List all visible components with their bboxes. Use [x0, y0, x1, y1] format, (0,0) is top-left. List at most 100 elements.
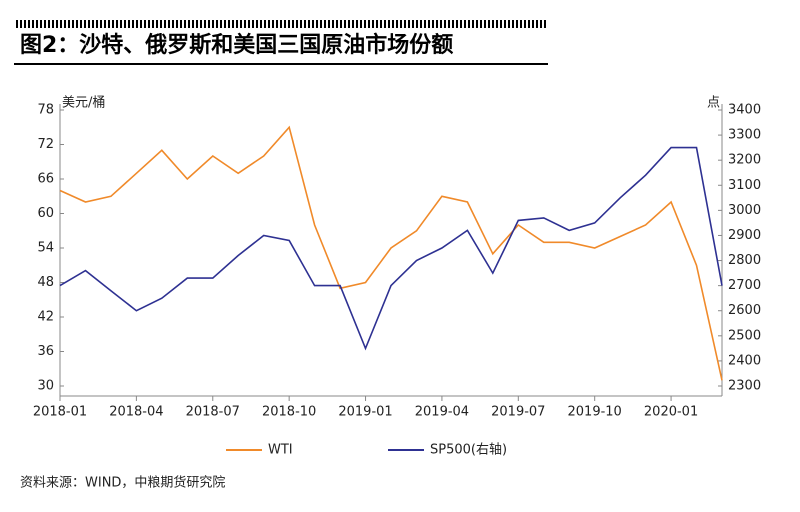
y2-tick-label: 3400: [728, 103, 761, 118]
x-tick-label: 2019-10: [568, 405, 622, 420]
stripe: [520, 20, 522, 28]
stripe: [364, 20, 366, 28]
stripe: [312, 20, 314, 28]
stripe: [88, 20, 90, 28]
y-tick-label: 30: [37, 379, 54, 394]
stripe: [372, 20, 374, 28]
stripe: [116, 20, 118, 28]
stripe: [40, 20, 42, 28]
stripe: [424, 20, 426, 28]
y-tick-label: 60: [37, 206, 54, 221]
stripe: [380, 20, 382, 28]
stripe: [428, 20, 430, 28]
y-axis-label: 美元/桶: [62, 96, 105, 111]
stripe: [388, 20, 390, 28]
stripe: [156, 20, 158, 28]
stripe: [488, 20, 490, 28]
stripe: [328, 20, 330, 28]
y-tick-label: 36: [37, 344, 54, 359]
stripe: [240, 20, 242, 28]
stripe: [56, 20, 58, 28]
stripe: [508, 20, 510, 28]
stripe: [180, 20, 182, 28]
stripe: [300, 20, 302, 28]
stripe: [140, 20, 142, 28]
stripe: [468, 20, 470, 28]
stripe: [152, 20, 154, 28]
stripe: [280, 20, 282, 28]
stripe: [264, 20, 266, 28]
chart-title: 图2：沙特、俄罗斯和美国三国原油市场份额: [20, 32, 453, 58]
stripe: [168, 20, 170, 28]
stripe: [28, 20, 30, 28]
stripe: [528, 20, 530, 28]
stripe: [332, 20, 334, 28]
stripe: [448, 20, 450, 28]
stripe: [408, 20, 410, 28]
stripe: [132, 20, 134, 28]
stripe: [384, 20, 386, 28]
stripe: [476, 20, 478, 28]
stripe: [84, 20, 86, 28]
x-tick-label: 2018-01: [33, 405, 87, 420]
y2-tick-label: 2700: [728, 278, 761, 293]
y2-tick-label: 2300: [728, 379, 761, 394]
stripe: [196, 20, 198, 28]
stripe: [504, 20, 506, 28]
stripe: [352, 20, 354, 28]
x-tick-label: 2019-01: [338, 405, 392, 420]
stripe: [20, 20, 22, 28]
stripe: [440, 20, 442, 28]
stripe: [232, 20, 234, 28]
stripe: [320, 20, 322, 28]
stripe: [296, 20, 298, 28]
x-tick-label: 2018-10: [262, 405, 316, 420]
stripe: [536, 20, 538, 28]
stripe: [480, 20, 482, 28]
y2-tick-label: 3000: [728, 203, 761, 218]
stripe: [340, 20, 342, 28]
x-tick-label: 2018-04: [109, 405, 163, 420]
stripe: [80, 20, 82, 28]
stripe: [368, 20, 370, 28]
stripe: [348, 20, 350, 28]
stripe: [496, 20, 498, 28]
stripe: [412, 20, 414, 28]
stripe: [308, 20, 310, 28]
stripe: [396, 20, 398, 28]
stripe: [164, 20, 166, 28]
stripe: [292, 20, 294, 28]
stripe: [544, 20, 546, 28]
stripe: [148, 20, 150, 28]
y2-tick-label: 2400: [728, 353, 761, 368]
legend-label: SP500(右轴): [430, 443, 507, 458]
y2-tick-label: 2500: [728, 328, 761, 343]
x-tick-label: 2019-07: [491, 405, 545, 420]
stripe: [192, 20, 194, 28]
stripe: [336, 20, 338, 28]
stripe: [216, 20, 218, 28]
line-series: [59, 125, 723, 381]
stripe: [420, 20, 422, 28]
stripe: [176, 20, 178, 28]
stripe: [76, 20, 78, 28]
y2-tick-label: 3200: [728, 153, 761, 168]
title-stripes: [16, 20, 546, 28]
y-tick-label: 54: [37, 241, 54, 256]
stripe: [172, 20, 174, 28]
stripe: [200, 20, 202, 28]
line-series: [59, 146, 723, 351]
y-tick-label: 66: [37, 172, 54, 187]
stripe: [36, 20, 38, 28]
stripe: [64, 20, 66, 28]
stripe: [260, 20, 262, 28]
y2-tick-label: 2800: [728, 253, 761, 268]
stripe: [72, 20, 74, 28]
stripe: [316, 20, 318, 28]
stripe: [248, 20, 250, 28]
stripe: [484, 20, 486, 28]
stripe: [376, 20, 378, 28]
stripe: [160, 20, 162, 28]
